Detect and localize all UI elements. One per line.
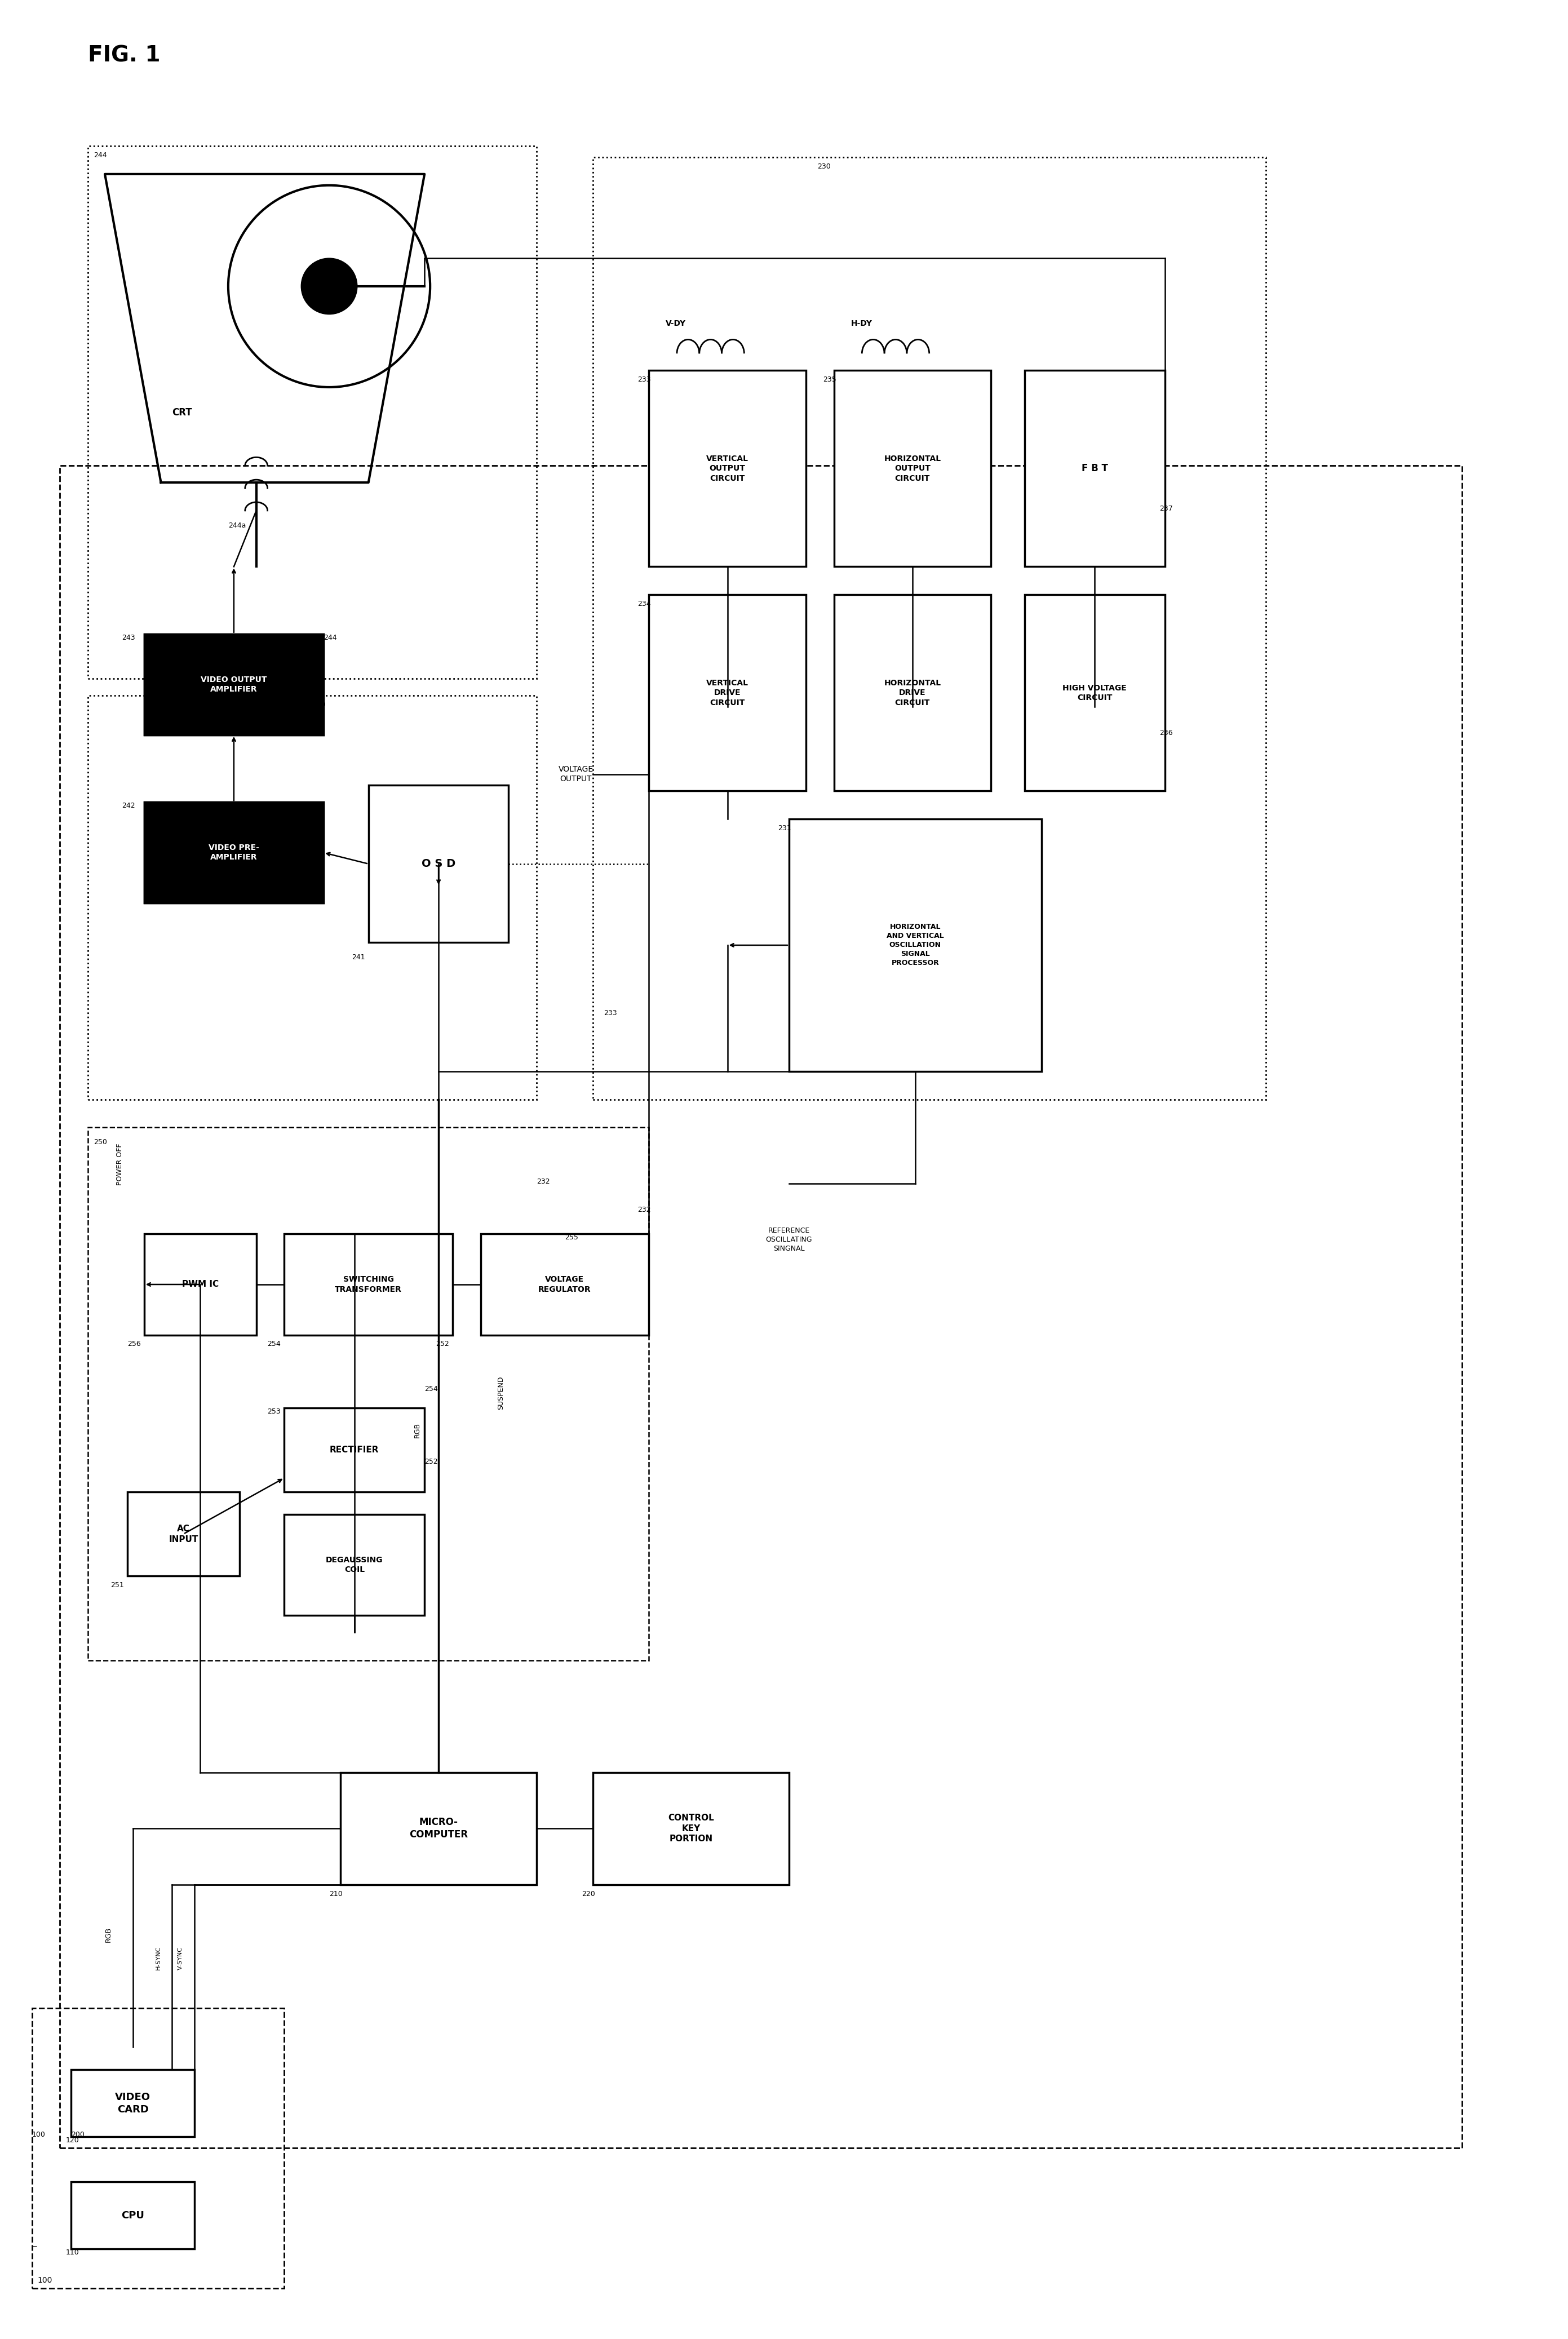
Text: 252: 252 — [425, 1457, 437, 1467]
Text: VERTICAL
OUTPUT
CIRCUIT: VERTICAL OUTPUT CIRCUIT — [706, 454, 748, 482]
FancyBboxPatch shape — [1024, 370, 1165, 566]
Text: 236: 236 — [1159, 730, 1173, 737]
Text: 100: 100 — [38, 2276, 52, 2285]
Text: 244: 244 — [94, 152, 107, 159]
Text: MICRO-
COMPUTER: MICRO- COMPUTER — [409, 1817, 467, 1841]
Text: O S D: O S D — [422, 858, 456, 870]
Text: 232: 232 — [536, 1179, 550, 1186]
Text: RGB: RGB — [105, 1927, 113, 1941]
Text: HORIZONTAL
DRIVE
CIRCUIT: HORIZONTAL DRIVE CIRCUIT — [884, 678, 941, 706]
Text: FIG. 1: FIG. 1 — [88, 44, 160, 65]
FancyBboxPatch shape — [649, 594, 806, 791]
Text: 243: 243 — [122, 634, 135, 641]
Text: 250: 250 — [94, 1139, 107, 1146]
Text: AC
INPUT: AC INPUT — [169, 1525, 198, 1544]
Text: V-DY: V-DY — [666, 320, 687, 327]
Text: 256: 256 — [127, 1340, 141, 1347]
Text: 234: 234 — [638, 601, 651, 608]
FancyBboxPatch shape — [71, 2070, 194, 2138]
Circle shape — [301, 257, 358, 313]
Text: HORIZONTAL
OUTPUT
CIRCUIT: HORIZONTAL OUTPUT CIRCUIT — [884, 454, 941, 482]
Text: VIDEO OUTPUT
AMPLIFIER: VIDEO OUTPUT AMPLIFIER — [198, 676, 270, 695]
FancyBboxPatch shape — [144, 802, 323, 903]
FancyBboxPatch shape — [340, 1773, 536, 1885]
FancyBboxPatch shape — [284, 1408, 425, 1492]
Text: VIDEO
CARD: VIDEO CARD — [114, 2091, 151, 2114]
Text: VOLTAGE
REGULATOR: VOLTAGE REGULATOR — [538, 1275, 591, 1293]
FancyBboxPatch shape — [284, 1235, 453, 1336]
FancyBboxPatch shape — [368, 786, 508, 943]
Text: ─: ─ — [31, 2243, 36, 2250]
Text: SWITCHING
TRANSFORMER: SWITCHING TRANSFORMER — [336, 1275, 401, 1293]
FancyBboxPatch shape — [593, 1773, 789, 1885]
FancyBboxPatch shape — [144, 1235, 256, 1336]
FancyBboxPatch shape — [481, 1235, 649, 1336]
FancyBboxPatch shape — [71, 2182, 194, 2250]
FancyBboxPatch shape — [834, 594, 991, 791]
Text: 237: 237 — [1159, 505, 1173, 512]
Text: HIGH VOLTAGE
CIRCUIT: HIGH VOLTAGE CIRCUIT — [1063, 683, 1127, 702]
Text: PWM IC: PWM IC — [182, 1279, 218, 1289]
Text: F B T: F B T — [1082, 463, 1109, 472]
Text: CPU: CPU — [121, 2210, 144, 2220]
Text: 231: 231 — [778, 826, 792, 833]
Text: VIDEO PRE-
AMPLIFIER: VIDEO PRE- AMPLIFIER — [205, 842, 262, 863]
FancyBboxPatch shape — [284, 1513, 425, 1616]
FancyBboxPatch shape — [127, 1492, 240, 1576]
Text: REFERENCE
OSCILLATING
SINGNAL: REFERENCE OSCILLATING SINGNAL — [765, 1228, 812, 1251]
Text: V-SYNC: V-SYNC — [177, 1946, 183, 1969]
Text: VIDEO PRE-
AMPLIFIER: VIDEO PRE- AMPLIFIER — [209, 844, 259, 861]
Text: 200: 200 — [71, 2131, 85, 2138]
Text: 232: 232 — [638, 1207, 651, 1214]
FancyBboxPatch shape — [834, 370, 991, 566]
Text: 253: 253 — [268, 1408, 281, 1415]
Text: VERTICAL
DRIVE
CIRCUIT: VERTICAL DRIVE CIRCUIT — [706, 678, 748, 706]
Text: CRT: CRT — [172, 407, 193, 416]
Text: HORIZONTAL
AND VERTICAL
OSCILLATION
SIGNAL
PROCESSOR: HORIZONTAL AND VERTICAL OSCILLATION SIGN… — [886, 924, 944, 966]
Text: DEGAUSSING
COIL: DEGAUSSING COIL — [326, 1555, 383, 1574]
Text: VIDEO OUTPUT
AMPLIFIER: VIDEO OUTPUT AMPLIFIER — [201, 676, 267, 692]
Text: 110: 110 — [66, 2250, 78, 2257]
FancyBboxPatch shape — [649, 370, 806, 566]
FancyBboxPatch shape — [144, 634, 323, 734]
Text: RECTIFIER: RECTIFIER — [329, 1446, 379, 1455]
Text: 230: 230 — [817, 164, 831, 171]
Text: 235: 235 — [823, 377, 836, 384]
Text: 233: 233 — [604, 1010, 618, 1017]
Text: 220: 220 — [582, 1890, 594, 1897]
Text: 100: 100 — [31, 2131, 45, 2138]
Text: 255: 255 — [564, 1235, 579, 1242]
Text: 241: 241 — [351, 954, 365, 961]
Text: 252: 252 — [436, 1340, 448, 1347]
FancyBboxPatch shape — [144, 634, 323, 734]
FancyBboxPatch shape — [144, 802, 323, 903]
Text: 251: 251 — [110, 1581, 124, 1588]
Text: H-DY: H-DY — [851, 320, 872, 327]
FancyBboxPatch shape — [789, 819, 1041, 1071]
Text: 120: 120 — [66, 2138, 78, 2145]
Text: SUSPEND: SUSPEND — [497, 1375, 505, 1410]
Text: CONTROL
KEY
PORTION: CONTROL KEY PORTION — [668, 1813, 713, 1843]
Text: POWER OFF: POWER OFF — [116, 1144, 124, 1186]
Text: 254: 254 — [268, 1340, 281, 1347]
Text: VOLTAGE
OUTPUT: VOLTAGE OUTPUT — [558, 765, 593, 784]
Text: 242: 242 — [122, 802, 135, 809]
Text: 254: 254 — [425, 1385, 437, 1392]
Text: 250: 250 — [312, 702, 326, 709]
Text: 233: 233 — [638, 377, 651, 384]
Text: 244: 244 — [323, 634, 337, 641]
Text: 240: 240 — [284, 702, 298, 709]
Text: H-SYNC: H-SYNC — [155, 1946, 162, 1969]
FancyBboxPatch shape — [1024, 594, 1165, 791]
Text: RGB: RGB — [414, 1422, 420, 1438]
Text: 244a: 244a — [229, 522, 246, 529]
Text: 210: 210 — [329, 1890, 342, 1897]
